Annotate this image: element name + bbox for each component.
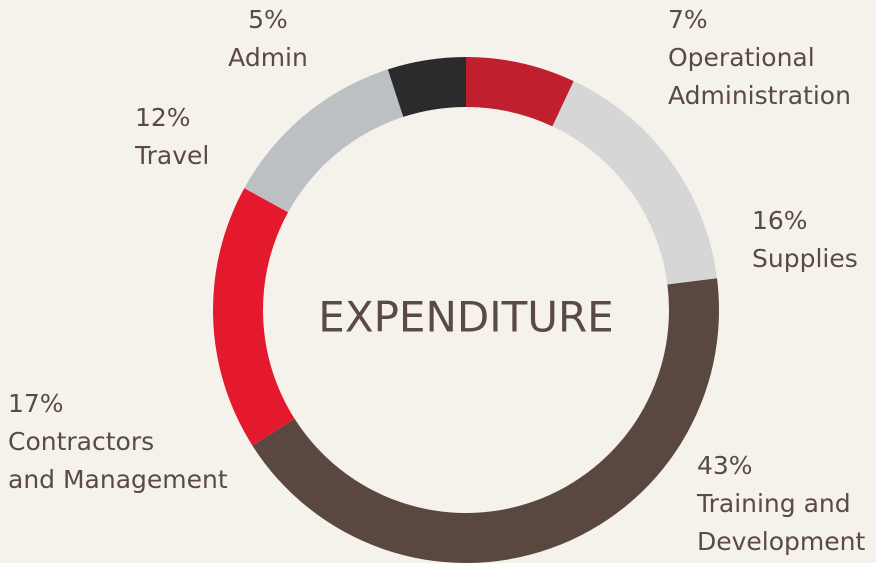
slice-label: 7% Operational Administration (668, 1, 851, 115)
slice-label: 16% Supplies (752, 202, 858, 278)
slice-label: 43% Training and Development (697, 447, 865, 561)
slice-label: 17% Contractors and Management (8, 385, 228, 499)
slice-percent: 7% (668, 5, 708, 34)
slice-percent: 16% (752, 206, 808, 235)
slice-name: Contractors and Management (8, 427, 228, 494)
slice-label: 5% Admin (200, 1, 336, 77)
slice-name: Supplies (752, 244, 858, 273)
donut-slice (213, 188, 295, 446)
slice-name: Admin (228, 43, 308, 72)
donut-slice (244, 69, 404, 213)
slice-percent: 12% (135, 103, 191, 132)
slice-name: Travel (135, 141, 210, 170)
slice-name: Operational Administration (668, 43, 851, 110)
slice-label: 12% Travel (135, 99, 209, 175)
slice-name: Training and Development (697, 489, 866, 556)
donut-slice (466, 57, 574, 127)
donut-slice (252, 278, 719, 563)
slice-percent: 43% (697, 451, 753, 480)
slice-percent: 17% (8, 389, 64, 418)
donut-slice (552, 81, 718, 285)
chart-title: EXPENDITURE (318, 293, 613, 342)
donut-slice (387, 57, 466, 117)
slice-percent: 5% (248, 5, 288, 34)
